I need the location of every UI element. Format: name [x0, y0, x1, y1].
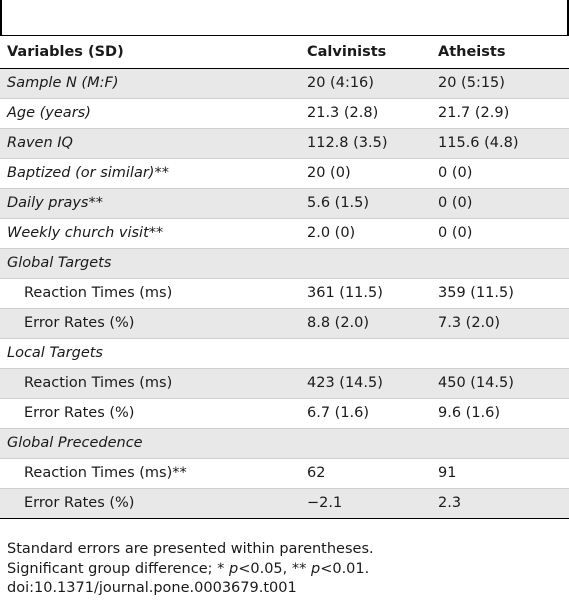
footnote-significance-mid: <0.05, ** — [238, 560, 311, 577]
cell-calvinists: 21.3 (2.8) — [300, 98, 431, 129]
cell-atheists: 21.7 (2.9) — [431, 98, 569, 129]
header-variables: Variables (SD) — [0, 36, 300, 69]
cell-calvinists: 20 (0) — [300, 158, 431, 189]
cell-atheists — [431, 428, 569, 459]
cell-calvinists: 423 (14.5) — [300, 368, 431, 399]
table-top-rule — [0, 0, 569, 36]
row-label: Baptized (or similar)** — [0, 158, 300, 189]
row-label: Error Rates (%) — [0, 398, 300, 429]
cell-atheists: 9.6 (1.6) — [431, 398, 569, 429]
row-label: Global Targets — [0, 248, 300, 279]
header-calvinists: Calvinists — [300, 36, 431, 69]
cell-atheists: 7.3 (2.0) — [431, 308, 569, 339]
cell-calvinists: 20 (4:16) — [300, 68, 431, 99]
table-row: Baptized (or similar)** 20 (0) 0 (0) — [0, 158, 569, 189]
table-row: Daily prays** 5.6 (1.5) 0 (0) — [0, 188, 569, 219]
row-label: Reaction Times (ms)** — [0, 458, 300, 489]
row-label: Age (years) — [0, 98, 300, 129]
cell-calvinists — [300, 338, 431, 369]
table-row: Reaction Times (ms) 423 (14.5) 450 (14.5) — [0, 368, 569, 399]
footnote-standard-errors: Standard errors are presented within par… — [7, 541, 374, 557]
table-row: Error Rates (%) −2.1 2.3 — [0, 488, 569, 519]
header-row: Variables (SD) Calvinists Atheists — [0, 36, 569, 69]
cell-calvinists: 5.6 (1.5) — [300, 188, 431, 219]
cell-atheists: 0 (0) — [431, 158, 569, 189]
footnote-doi: doi:10.1371/journal.pone.0003679.t001 — [7, 580, 297, 596]
table-row: Age (years) 21.3 (2.8) 21.7 (2.9) — [0, 98, 569, 129]
footnote-significance-prefix: Significant group difference; * — [7, 560, 229, 577]
table-header: Variables (SD) Calvinists Atheists — [0, 36, 569, 69]
cell-calvinists: 2.0 (0) — [300, 218, 431, 249]
row-label: Reaction Times (ms) — [0, 368, 300, 399]
cell-atheists: 0 (0) — [431, 218, 569, 249]
table-body: Sample N (M:F) 20 (4:16) 20 (5:15) Age (yea… — [0, 68, 569, 519]
cell-calvinists: 6.7 (1.6) — [300, 398, 431, 429]
footnote-p-symbol-1: p — [229, 560, 239, 577]
cell-atheists: 115.6 (4.8) — [431, 128, 569, 159]
footnote-significance-suffix: <0.01. — [320, 560, 370, 577]
table-row: Error Rates (%) 8.8 (2.0) 7.3 (2.0) — [0, 308, 569, 339]
row-label: Raven IQ — [0, 128, 300, 159]
cell-atheists — [431, 248, 569, 279]
header-atheists: Atheists — [431, 36, 569, 69]
row-label: Error Rates (%) — [0, 308, 300, 339]
cell-atheists: 91 — [431, 458, 569, 489]
row-label: Global Precedence — [0, 428, 300, 459]
cell-atheists: 0 (0) — [431, 188, 569, 219]
cell-calvinists: −2.1 — [300, 488, 431, 519]
table-row: Error Rates (%) 6.7 (1.6) 9.6 (1.6) — [0, 398, 569, 429]
table-container: Variables (SD) Calvinists Atheists Sampl… — [0, 0, 569, 519]
table-row: Sample N (M:F) 20 (4:16) 20 (5:15) — [0, 68, 569, 99]
cell-calvinists: 361 (11.5) — [300, 278, 431, 309]
table-row: Global Precedence — [0, 428, 569, 459]
table-row: Reaction Times (ms) 361 (11.5) 359 (11.5) — [0, 278, 569, 309]
data-table: Variables (SD) Calvinists Atheists Sampl… — [0, 36, 569, 519]
table-footnotes: Standard errors are presented within par… — [7, 540, 374, 599]
cell-calvinists — [300, 428, 431, 459]
table-row: Raven IQ 112.8 (3.5) 115.6 (4.8) — [0, 128, 569, 159]
cell-calvinists: 112.8 (3.5) — [300, 128, 431, 159]
footnote-significance: Significant group difference; * p<0.05, … — [7, 560, 374, 580]
table-row: Global Targets — [0, 248, 569, 279]
cell-atheists: 359 (11.5) — [431, 278, 569, 309]
cell-atheists: 2.3 — [431, 488, 569, 519]
row-label: Sample N (M:F) — [0, 68, 300, 99]
table-row: Local Targets — [0, 338, 569, 369]
row-label: Error Rates (%) — [0, 488, 300, 519]
cell-calvinists: 8.8 (2.0) — [300, 308, 431, 339]
cell-atheists: 450 (14.5) — [431, 368, 569, 399]
cell-calvinists — [300, 248, 431, 279]
cell-atheists — [431, 338, 569, 369]
row-label: Reaction Times (ms) — [0, 278, 300, 309]
row-label: Weekly church visit** — [0, 218, 300, 249]
table-row: Reaction Times (ms)** 62 91 — [0, 458, 569, 489]
table-row: Weekly church visit** 2.0 (0) 0 (0) — [0, 218, 569, 249]
row-label: Daily prays** — [0, 188, 300, 219]
footnote-p-symbol-2: p — [310, 560, 321, 577]
row-label: Local Targets — [0, 338, 300, 369]
cell-atheists: 20 (5:15) — [431, 68, 569, 99]
cell-calvinists: 62 — [300, 458, 431, 489]
